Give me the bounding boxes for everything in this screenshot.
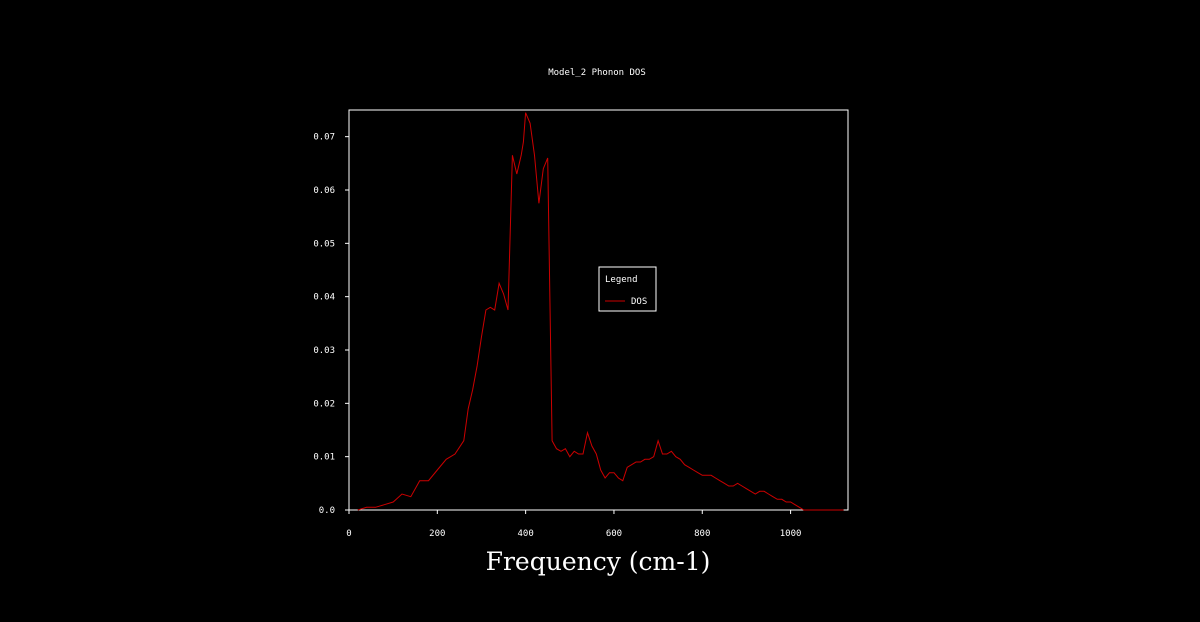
legend-box <box>598 266 657 312</box>
y-tick-label: 0.02 <box>313 399 335 409</box>
legend-label-dos: DOS <box>631 297 647 307</box>
x-axis: 0 200 400 600 800 1000 <box>346 510 801 539</box>
y-tick-label: 0.03 <box>313 346 335 356</box>
x-tick-label: 1000 <box>780 529 802 539</box>
x-axis-label: Frequency (cm-1) <box>486 547 711 576</box>
x-tick-label: 800 <box>694 529 710 539</box>
legend: Legend DOS <box>598 266 657 312</box>
plot-frame <box>348 109 849 511</box>
x-tick-label: 600 <box>606 529 622 539</box>
x-tick-label: 400 <box>518 529 534 539</box>
y-tick-label: 0.04 <box>313 293 335 303</box>
y-tick-label: 0.06 <box>313 186 335 196</box>
y-tick-label: 0.07 <box>313 133 335 143</box>
x-tick-label: 200 <box>429 529 445 539</box>
x-tick-label: 0 <box>346 529 351 539</box>
y-tick-label: 0.0 <box>319 506 335 516</box>
y-tick-label: 0.01 <box>313 453 335 463</box>
y-axis: 0.0 0.01 0.02 0.03 0.04 0.05 0.06 0.07 <box>313 133 349 516</box>
series-line-dos <box>357 112 844 511</box>
y-tick-label: 0.05 <box>313 239 335 249</box>
chart-title: Model_2 Phonon DOS <box>548 68 646 78</box>
legend-title: Legend <box>605 275 638 285</box>
